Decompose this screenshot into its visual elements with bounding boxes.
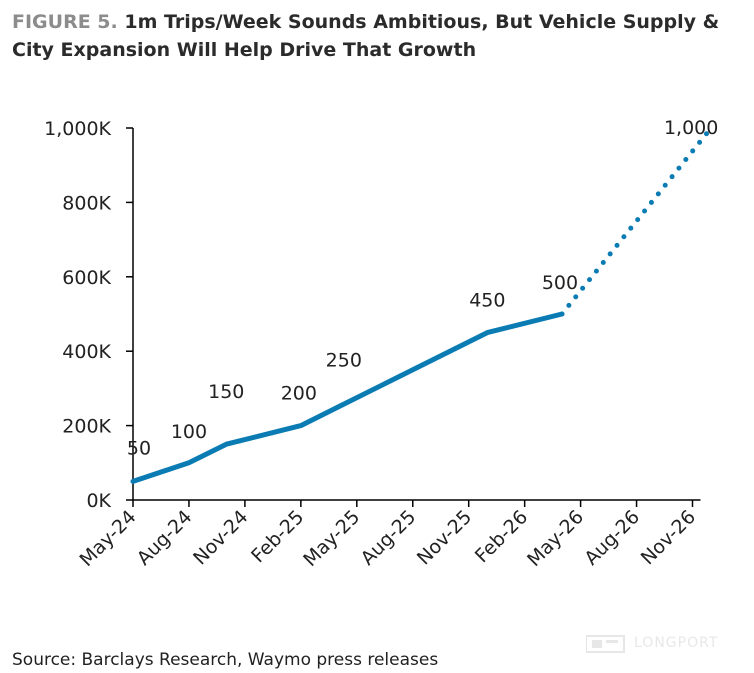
watermark: LONGPORT: [586, 630, 746, 656]
y-tick-label: 400K: [62, 341, 111, 363]
data-label: 100: [171, 421, 207, 443]
y-tick-label: 0K: [86, 490, 111, 512]
y-tick-label: 200K: [62, 416, 111, 438]
x-tick-label: May-25: [299, 506, 364, 571]
watermark-text: LONGPORT: [634, 635, 719, 651]
y-tick-label: 600K: [62, 267, 111, 289]
projection-line: [559, 125, 714, 317]
x-tick-label: Aug-26: [580, 506, 644, 570]
x-tick-label: Aug-24: [133, 506, 197, 570]
x-tick-label: May-26: [523, 506, 588, 571]
y-tick-label: 1,000K: [44, 118, 111, 140]
data-label: 50: [127, 437, 151, 459]
watermark-logo-icon: [586, 635, 625, 653]
x-tick-label: Feb-26: [471, 506, 532, 567]
y-tick-label: 800K: [62, 192, 111, 214]
source-note: Source: Barclays Research, Waymo press r…: [12, 650, 439, 670]
x-tick-label: Aug-25: [357, 506, 421, 570]
data-label: 150: [208, 381, 244, 403]
line-chart: 0K200K400K600K800K1,000KMay-24Aug-24Nov-…: [44, 117, 718, 571]
x-tick-label: Nov-24: [189, 506, 252, 569]
data-label: 250: [326, 350, 362, 372]
x-tick-label: May-24: [75, 506, 140, 571]
actual-line: [130, 311, 565, 484]
data-label: 500: [542, 272, 578, 294]
figure-title: FIGURE 5. 1m Trips/Week Sounds Ambitious…: [12, 8, 747, 64]
x-tick-label: Nov-25: [413, 506, 476, 569]
figure-title-text: 1m Trips/Week Sounds Ambitious, But Vehi…: [12, 11, 720, 61]
data-label: 200: [281, 383, 317, 405]
x-tick-label: Nov-26: [637, 506, 700, 569]
data-label: 1,000: [664, 117, 718, 139]
figure-number: FIGURE 5.: [12, 11, 118, 33]
x-tick-label: Feb-25: [247, 506, 308, 567]
data-label: 450: [469, 290, 505, 312]
